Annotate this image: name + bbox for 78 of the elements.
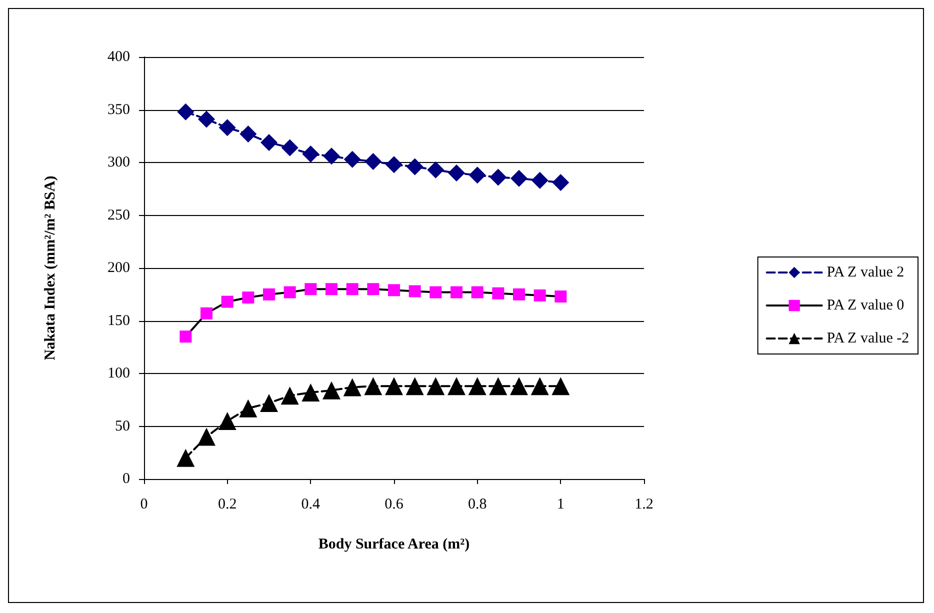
point xyxy=(531,172,548,189)
point xyxy=(468,377,486,396)
legend-label: PA Z value 2 xyxy=(826,264,904,280)
y-tick-label: 100 xyxy=(108,366,130,382)
point xyxy=(552,377,570,396)
y-tick-label: 200 xyxy=(108,260,130,276)
point xyxy=(489,377,508,396)
x-tick-label: 0.6 xyxy=(384,496,404,512)
legend-label: PA Z value 0 xyxy=(826,298,904,314)
point xyxy=(450,286,462,298)
point xyxy=(302,383,320,402)
point xyxy=(471,286,484,298)
point xyxy=(490,168,507,186)
point xyxy=(448,377,466,396)
point xyxy=(385,377,403,396)
point xyxy=(198,110,215,128)
x-tick-label: 0 xyxy=(140,496,148,512)
y-tick-label: 0 xyxy=(122,471,130,487)
point xyxy=(406,158,424,176)
point xyxy=(200,307,212,320)
point xyxy=(344,150,361,168)
point xyxy=(492,287,504,300)
point xyxy=(180,330,192,343)
x-tick-label: 1 xyxy=(556,496,564,512)
point xyxy=(322,381,340,400)
y-axis-title: Nakata Index (mm²/m² BSA) xyxy=(42,176,58,360)
point xyxy=(388,284,400,296)
point xyxy=(323,148,340,165)
point xyxy=(468,166,486,184)
point xyxy=(240,126,257,143)
point xyxy=(426,377,445,396)
y-tick-label: 50 xyxy=(115,418,130,434)
point xyxy=(406,377,424,396)
y-tick-label: 400 xyxy=(108,49,130,65)
y-tick-label: 250 xyxy=(108,207,130,224)
point xyxy=(448,164,465,182)
point xyxy=(304,283,317,296)
y-tick-label: 150 xyxy=(108,312,130,329)
point xyxy=(367,283,380,296)
point xyxy=(346,283,358,296)
point xyxy=(364,152,382,170)
legend-label: PA Z value -2 xyxy=(826,330,910,346)
point xyxy=(510,377,528,396)
point xyxy=(386,156,402,174)
point xyxy=(260,134,278,151)
point xyxy=(530,377,549,396)
y-tick-label: 350 xyxy=(108,102,130,118)
point xyxy=(218,119,236,136)
point xyxy=(218,412,236,430)
x-tick-label: 0.8 xyxy=(468,496,487,512)
point xyxy=(510,170,528,187)
point xyxy=(430,286,442,298)
point xyxy=(364,377,382,396)
point xyxy=(221,296,234,308)
point xyxy=(284,286,296,298)
point xyxy=(176,448,195,467)
point xyxy=(239,399,258,418)
x-tick-label: 1.2 xyxy=(634,496,654,512)
point xyxy=(326,283,338,296)
point xyxy=(513,288,525,300)
point xyxy=(554,290,567,302)
point xyxy=(408,285,421,298)
point xyxy=(260,394,278,412)
point xyxy=(343,378,362,396)
x-tick-label: 0.4 xyxy=(301,496,321,512)
point xyxy=(177,103,194,120)
x-axis-title: Body Surface Area (m²) xyxy=(318,536,470,552)
point xyxy=(534,289,546,302)
point xyxy=(427,161,444,178)
point xyxy=(302,146,320,163)
y-tick-label: 300 xyxy=(108,154,130,170)
x-tick-label: 0.2 xyxy=(218,496,237,512)
point xyxy=(198,428,216,446)
point xyxy=(263,288,275,300)
point xyxy=(242,292,254,304)
point xyxy=(281,139,298,156)
point xyxy=(280,386,299,405)
point xyxy=(552,174,570,192)
